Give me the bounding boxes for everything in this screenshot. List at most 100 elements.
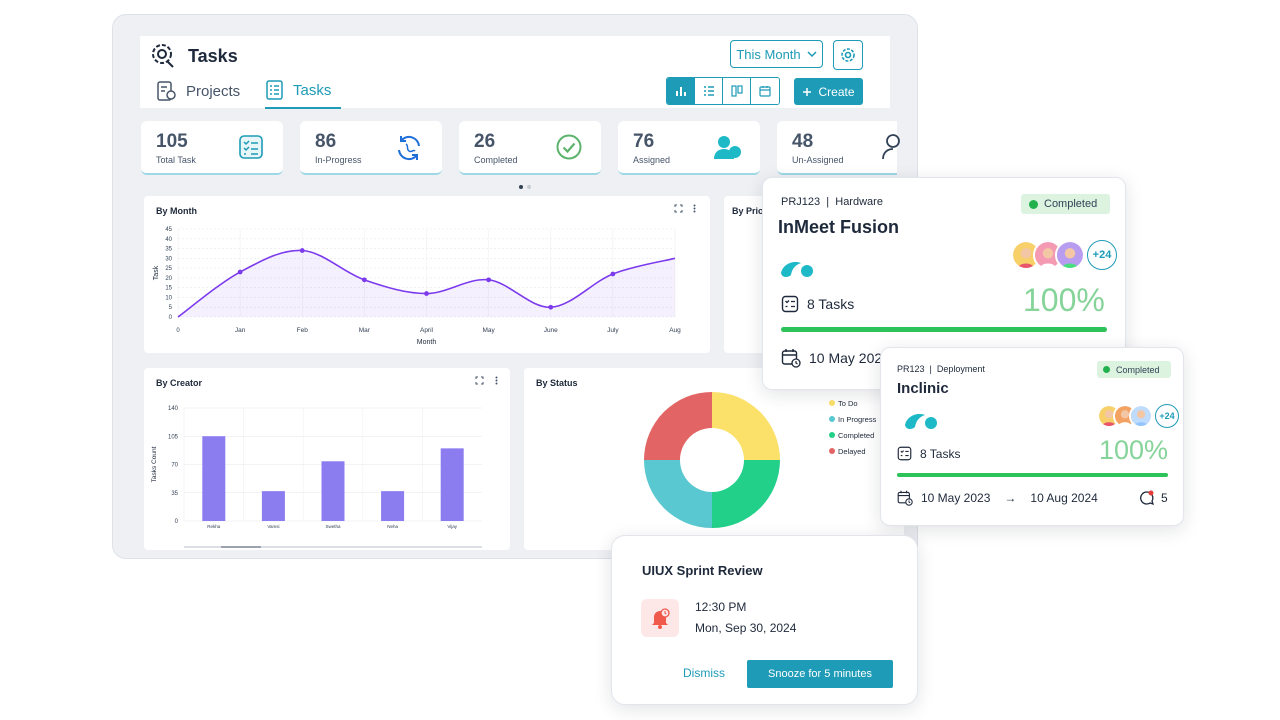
bar xyxy=(202,436,226,521)
stat-value: 86 xyxy=(315,131,337,152)
project-name: Inclinic xyxy=(897,380,949,397)
alarm-bell-icon xyxy=(641,599,679,637)
task-checklist-icon xyxy=(897,446,912,461)
checklist-icon xyxy=(237,133,265,166)
y-tick-label: 0 xyxy=(169,315,173,321)
stat-card-assigned[interactable]: 76 Assigned xyxy=(618,121,760,175)
x-tick-label: Aug xyxy=(669,327,681,334)
donut-slice xyxy=(712,460,780,528)
expand-icon[interactable] xyxy=(475,376,484,387)
project-code: PR123 xyxy=(897,364,925,374)
data-point xyxy=(299,248,305,253)
status-dot xyxy=(1029,199,1038,209)
chevron-down-icon xyxy=(807,51,817,57)
stat-label: Assigned xyxy=(633,155,671,165)
kanban-icon xyxy=(730,85,743,97)
data-point xyxy=(486,277,492,283)
month-filter-value: This Month xyxy=(736,46,801,62)
x-tick-label: April xyxy=(420,327,434,334)
stat-card-unassigned[interactable]: 48 Un-Assigned xyxy=(777,121,900,175)
legend-label: Delayed xyxy=(838,447,866,456)
snooze-button[interactable]: Snooze for 5 minutes xyxy=(747,660,893,688)
progress-fill xyxy=(781,327,1107,332)
x-tick-label: Neha xyxy=(387,524,398,529)
by-creator-bar-chart: 03570105140RekhaVamsiSwethaNehaVijayCoun… xyxy=(151,406,482,548)
settings-button[interactable] xyxy=(833,40,863,70)
y-tick-label: 10 xyxy=(165,295,172,301)
project-dates: 10 May 202 xyxy=(781,348,882,368)
date-arrow: → xyxy=(1004,491,1017,505)
stat-card-in-progress[interactable]: 86 In-Progress xyxy=(300,121,442,175)
create-button-label: Create xyxy=(818,84,855,99)
reminder-time: 12:30 PM xyxy=(695,600,747,614)
extra-members-count: +24 xyxy=(1087,240,1117,270)
board-view-button[interactable] xyxy=(723,78,751,104)
stat-value: 76 xyxy=(633,131,655,152)
line-area-fill xyxy=(178,250,675,317)
tab-projects[interactable]: Projects xyxy=(154,79,240,103)
x-tick-label: Feb xyxy=(297,327,309,334)
start-date: 10 May 2023 xyxy=(921,491,991,505)
expand-icon[interactable] xyxy=(674,204,683,215)
bar-chart-icon xyxy=(675,87,686,96)
more-menu-icon[interactable] xyxy=(495,376,498,387)
project-card-inclinic[interactable]: PR123 | Deployment Completed Inclinic +2… xyxy=(880,347,1184,526)
more-menu-icon[interactable] xyxy=(693,204,696,215)
y-tick-label: 0 xyxy=(175,519,179,525)
y-tick-label: 5 xyxy=(169,305,173,311)
panel-title: By Status xyxy=(536,378,578,388)
progress-track xyxy=(897,473,1168,477)
list-view-button[interactable] xyxy=(695,78,723,104)
by-month-line-chart: 0 5 10 15 20 25 30 35 40 45 0 Jan Feb Mar April May June… xyxy=(153,227,681,346)
legend-label: In Progress xyxy=(838,415,877,424)
extra-members-count: +24 xyxy=(1155,404,1179,428)
panel-title: By Month xyxy=(156,206,197,216)
comment-icon xyxy=(1140,490,1155,506)
carousel-dots[interactable] xyxy=(519,185,531,189)
by-month-panel: By Month 0 5 10 15 20 25 30 35 40 45 0 Jan Feb Mar Apr… xyxy=(144,196,710,353)
member-avatars[interactable]: +24 xyxy=(1011,240,1117,270)
project-category: Hardware xyxy=(835,196,883,208)
avatar xyxy=(1055,240,1085,270)
status-badge: Completed xyxy=(1021,194,1110,214)
reminder-title: UIUX Sprint Review xyxy=(642,563,763,578)
calendar-clock-icon xyxy=(897,490,913,506)
donut-slice xyxy=(712,392,780,460)
users-icon xyxy=(712,133,742,166)
y-tick-label: 35 xyxy=(171,491,178,497)
progress-fill xyxy=(897,473,1168,477)
progress-track xyxy=(781,327,1107,332)
member-avatars[interactable]: +24 xyxy=(1097,404,1179,428)
project-name: InMeet Fusion xyxy=(778,217,899,237)
data-point xyxy=(361,277,367,283)
tasks-gear-logo-icon xyxy=(149,41,177,74)
stat-card-completed[interactable]: 26 Completed xyxy=(459,121,601,175)
data-point xyxy=(237,269,243,275)
month-filter-dropdown[interactable]: This Month xyxy=(730,40,823,68)
status-badge: Completed xyxy=(1097,361,1171,378)
donut-slice xyxy=(644,460,712,528)
bar xyxy=(440,448,464,521)
calendar-view-button[interactable] xyxy=(751,78,779,104)
y-tick-label: 25 xyxy=(165,266,172,272)
check-circle-icon xyxy=(555,133,583,166)
x-tick-label: Jan xyxy=(235,327,246,334)
tab-projects-label: Projects xyxy=(186,82,241,100)
tab-tasks[interactable]: Tasks xyxy=(265,79,331,101)
completion-percent: 100% xyxy=(1023,282,1105,318)
task-count-label: 8 Tasks xyxy=(920,446,961,461)
chart-view-button[interactable] xyxy=(667,78,695,104)
create-button[interactable]: Create xyxy=(794,78,863,105)
page-title: Tasks xyxy=(188,46,238,66)
panel-title: By Prio xyxy=(732,206,764,216)
x-tick-label: June xyxy=(544,327,558,334)
comments[interactable]: 5 xyxy=(1139,490,1168,506)
stat-value: 26 xyxy=(474,131,496,152)
stat-card-total[interactable]: 105 Total Task xyxy=(141,121,283,175)
by-status-donut-chart: To Do In Progress Completed Delayed xyxy=(644,392,877,528)
status-dot xyxy=(1103,366,1110,373)
task-count: 8 Tasks xyxy=(781,295,854,313)
start-date: 10 May 202 xyxy=(809,350,883,366)
x-tick-label: Vamsi xyxy=(267,524,279,529)
dismiss-button[interactable]: Dismiss xyxy=(683,666,725,680)
